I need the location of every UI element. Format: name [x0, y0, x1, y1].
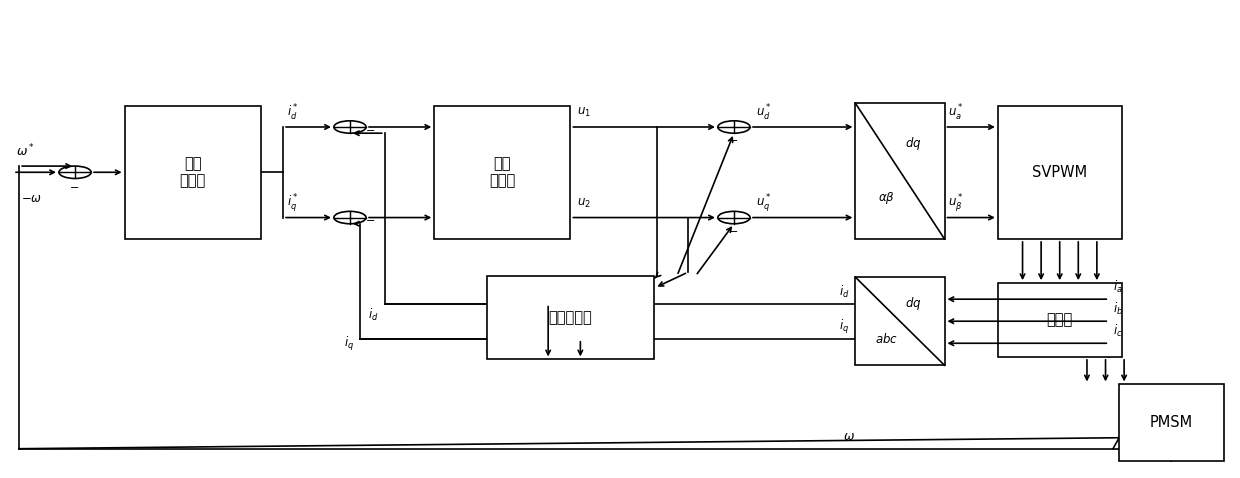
Text: $dq$: $dq$ — [905, 295, 921, 312]
Text: $i_d$: $i_d$ — [368, 307, 378, 324]
Text: $\omega$: $\omega$ — [843, 430, 854, 443]
Bar — [998, 106, 1122, 239]
Bar — [856, 277, 945, 365]
Text: 解耦项辨识: 解耦项辨识 — [548, 310, 593, 325]
Bar — [856, 103, 945, 239]
Text: SVPWM: SVPWM — [1032, 165, 1087, 180]
Bar — [124, 106, 260, 239]
Bar — [434, 106, 570, 239]
Text: $i_b$: $i_b$ — [1114, 301, 1123, 317]
Text: $u_2$: $u_2$ — [577, 197, 590, 210]
Text: $u_\beta^*$: $u_\beta^*$ — [949, 192, 963, 214]
Text: $u_a^*$: $u_a^*$ — [949, 103, 963, 123]
Text: $u_q^*$: $u_q^*$ — [756, 192, 771, 214]
Text: 电流
控制器: 电流 控制器 — [490, 156, 516, 188]
Bar — [998, 283, 1122, 357]
Text: $-\omega$: $-\omega$ — [21, 192, 42, 205]
Bar — [487, 276, 653, 359]
Text: PMSM: PMSM — [1149, 415, 1193, 430]
Text: $-$: $-$ — [68, 181, 79, 191]
Text: $-$: $-$ — [728, 134, 738, 144]
Text: $u_d^*$: $u_d^*$ — [756, 103, 771, 123]
Text: $i_d$: $i_d$ — [838, 283, 849, 300]
Text: $i_q$: $i_q$ — [343, 335, 353, 353]
Text: $i_q^*$: $i_q^*$ — [286, 192, 299, 214]
Text: $\alpha\beta$: $\alpha\beta$ — [878, 190, 895, 206]
Text: $\omega^*$: $\omega^*$ — [16, 142, 35, 159]
Text: $i_a$: $i_a$ — [1114, 279, 1122, 295]
Text: $abc$: $abc$ — [875, 332, 898, 346]
Text: $dq$: $dq$ — [905, 135, 921, 152]
Text: $i_q$: $i_q$ — [839, 318, 849, 336]
Text: $i_d^*$: $i_d^*$ — [286, 103, 299, 123]
Bar — [1118, 384, 1224, 461]
Text: $-$: $-$ — [365, 124, 374, 134]
Text: $-$: $-$ — [728, 225, 738, 235]
Text: 转速
控制器: 转速 控制器 — [180, 156, 206, 188]
Text: $u_1$: $u_1$ — [577, 106, 590, 119]
Text: 逆变器: 逆变器 — [1047, 313, 1073, 327]
Text: $i_c$: $i_c$ — [1114, 323, 1122, 339]
Text: $-$: $-$ — [365, 215, 374, 225]
